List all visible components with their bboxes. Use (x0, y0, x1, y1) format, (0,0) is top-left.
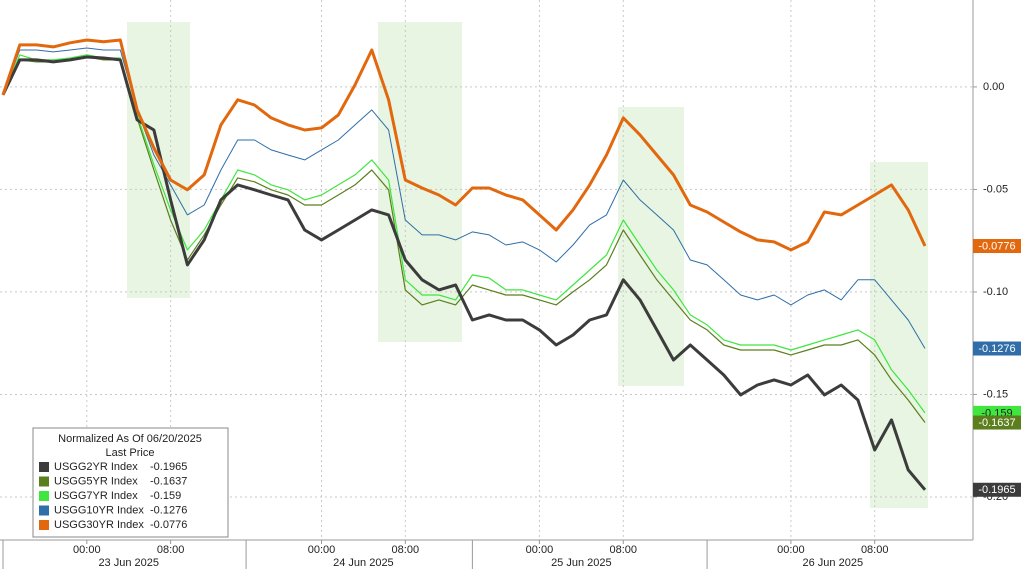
legend-swatch (39, 505, 49, 516)
legend-label: USGG30YR Index (54, 519, 144, 531)
series-line (2, 47, 926, 349)
legend-swatch (39, 520, 49, 530)
legend: Normalized As Of 06/20/2025 Last Price U… (32, 427, 229, 538)
legend-subtitle: Last Price (106, 447, 155, 459)
legend-label: USGG10YR Index (54, 504, 144, 516)
last-price-box (973, 482, 1021, 497)
legend-value: -0.1965 (150, 461, 187, 473)
last-price-box (973, 239, 1021, 254)
highlight-band (618, 107, 684, 386)
legend-value: -0.159 (150, 490, 181, 502)
last-price-label: -0.1637 (978, 417, 1015, 429)
last-price-label: -0.1965 (978, 484, 1015, 496)
x-tick-label: 00:00 (308, 544, 336, 556)
date-label: 25 Jun 2025 (551, 557, 612, 569)
y-tick-label: 0.00 (983, 81, 1004, 93)
x-tick-label: 00:00 (526, 544, 554, 556)
legend-title: Normalized As Of 06/20/2025 (58, 433, 202, 445)
x-tick-label: 08:00 (609, 544, 637, 556)
legend-swatch (39, 491, 49, 501)
series-line (2, 56, 926, 423)
series-line (1, 55, 927, 491)
x-tick-label: 08:00 (392, 544, 420, 556)
legend-label: USGG7YR Index (54, 490, 138, 502)
last-price-box (973, 415, 1021, 430)
date-label: 23 Jun 2025 (98, 557, 159, 569)
last-price-label: -0.0776 (978, 240, 1015, 252)
legend-box (32, 427, 229, 538)
date-label: 24 Jun 2025 (333, 557, 394, 569)
legend-value: -0.0776 (150, 519, 187, 531)
last-price-box (973, 341, 1021, 356)
legend-swatch (39, 462, 49, 472)
x-tick-label: 00:00 (777, 544, 805, 556)
highlight-band (378, 22, 462, 342)
y-tick-label: -0.10 (983, 286, 1008, 298)
x-tick-label: 08:00 (861, 544, 889, 556)
x-tick-label: 08:00 (157, 544, 185, 556)
last-price-label: -0.1276 (978, 343, 1015, 355)
legend-label: USGG2YR Index (54, 461, 138, 473)
series-line (1, 38, 927, 252)
y-tick-label: -0.15 (983, 388, 1008, 400)
date-label: 26 Jun 2025 (803, 557, 864, 569)
legend-value: -0.1276 (150, 504, 187, 516)
x-tick-label: 00:00 (73, 544, 101, 556)
lines (1, 38, 927, 491)
series-line (2, 54, 926, 414)
y-tick-label: -0.05 (983, 183, 1008, 195)
highlight-band (870, 162, 928, 508)
legend-label: USGG5YR Index (54, 475, 138, 487)
legend-value: -0.1637 (150, 475, 187, 487)
legend-swatch (39, 476, 49, 487)
